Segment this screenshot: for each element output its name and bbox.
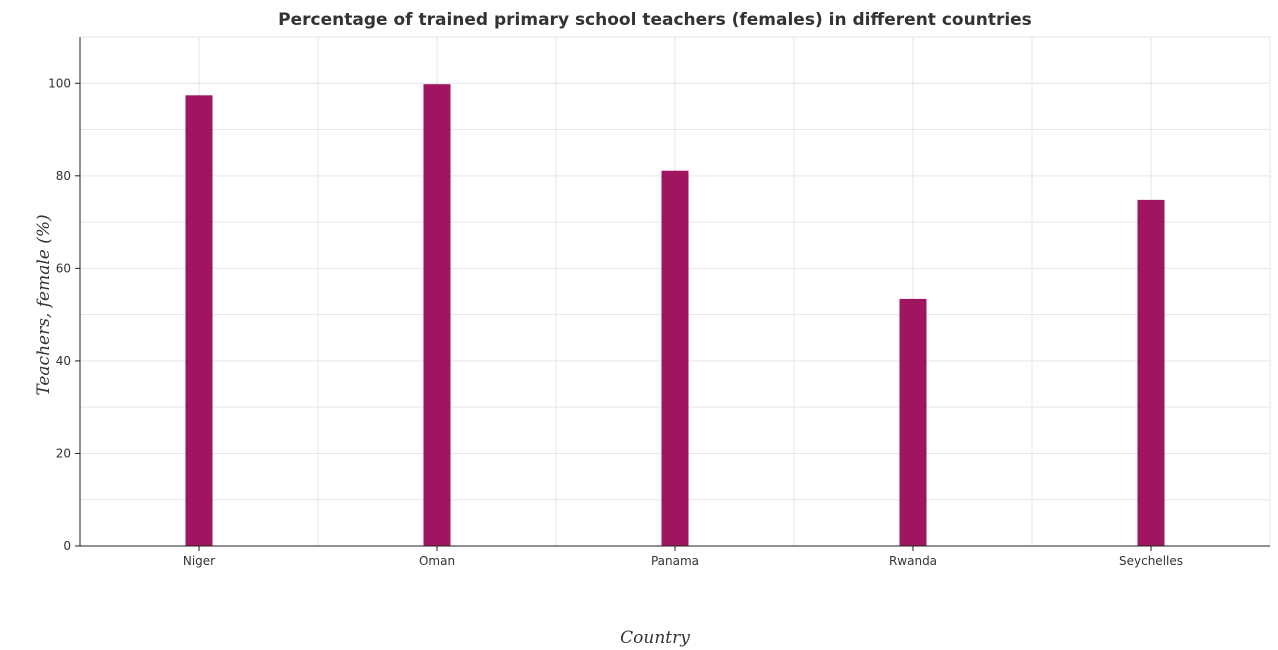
axes	[75, 37, 1270, 551]
bar-panama	[661, 170, 689, 546]
y-tick-label: 20	[56, 446, 71, 460]
x-tick-label: Rwanda	[889, 554, 937, 568]
y-tick-label: 60	[56, 261, 71, 275]
x-tick-label: Oman	[419, 554, 455, 568]
x-tick-label: Seychelles	[1119, 554, 1183, 568]
y-tick-label: 100	[48, 76, 71, 90]
y-tick-label: 80	[56, 169, 71, 183]
bar-rwanda	[899, 298, 927, 546]
y-tick-label: 40	[56, 354, 71, 368]
bar-niger	[185, 95, 213, 546]
x-axis-title: Country	[620, 628, 690, 648]
bar-oman	[423, 84, 451, 546]
bars	[185, 84, 1165, 546]
chart-title: Percentage of trained primary school tea…	[278, 10, 1032, 30]
x-tick-label: Niger	[183, 554, 215, 568]
bar-seychelles	[1137, 199, 1165, 546]
x-tick-labels: Niger Oman Panama Rwanda Seychelles	[183, 554, 1183, 568]
y-tick-labels: 0 20 40 60 80 100	[48, 76, 71, 553]
x-tick-label: Panama	[651, 554, 699, 568]
y-axis-title: Teachers, female (%)	[34, 214, 54, 395]
y-tick-label: 0	[63, 539, 71, 553]
